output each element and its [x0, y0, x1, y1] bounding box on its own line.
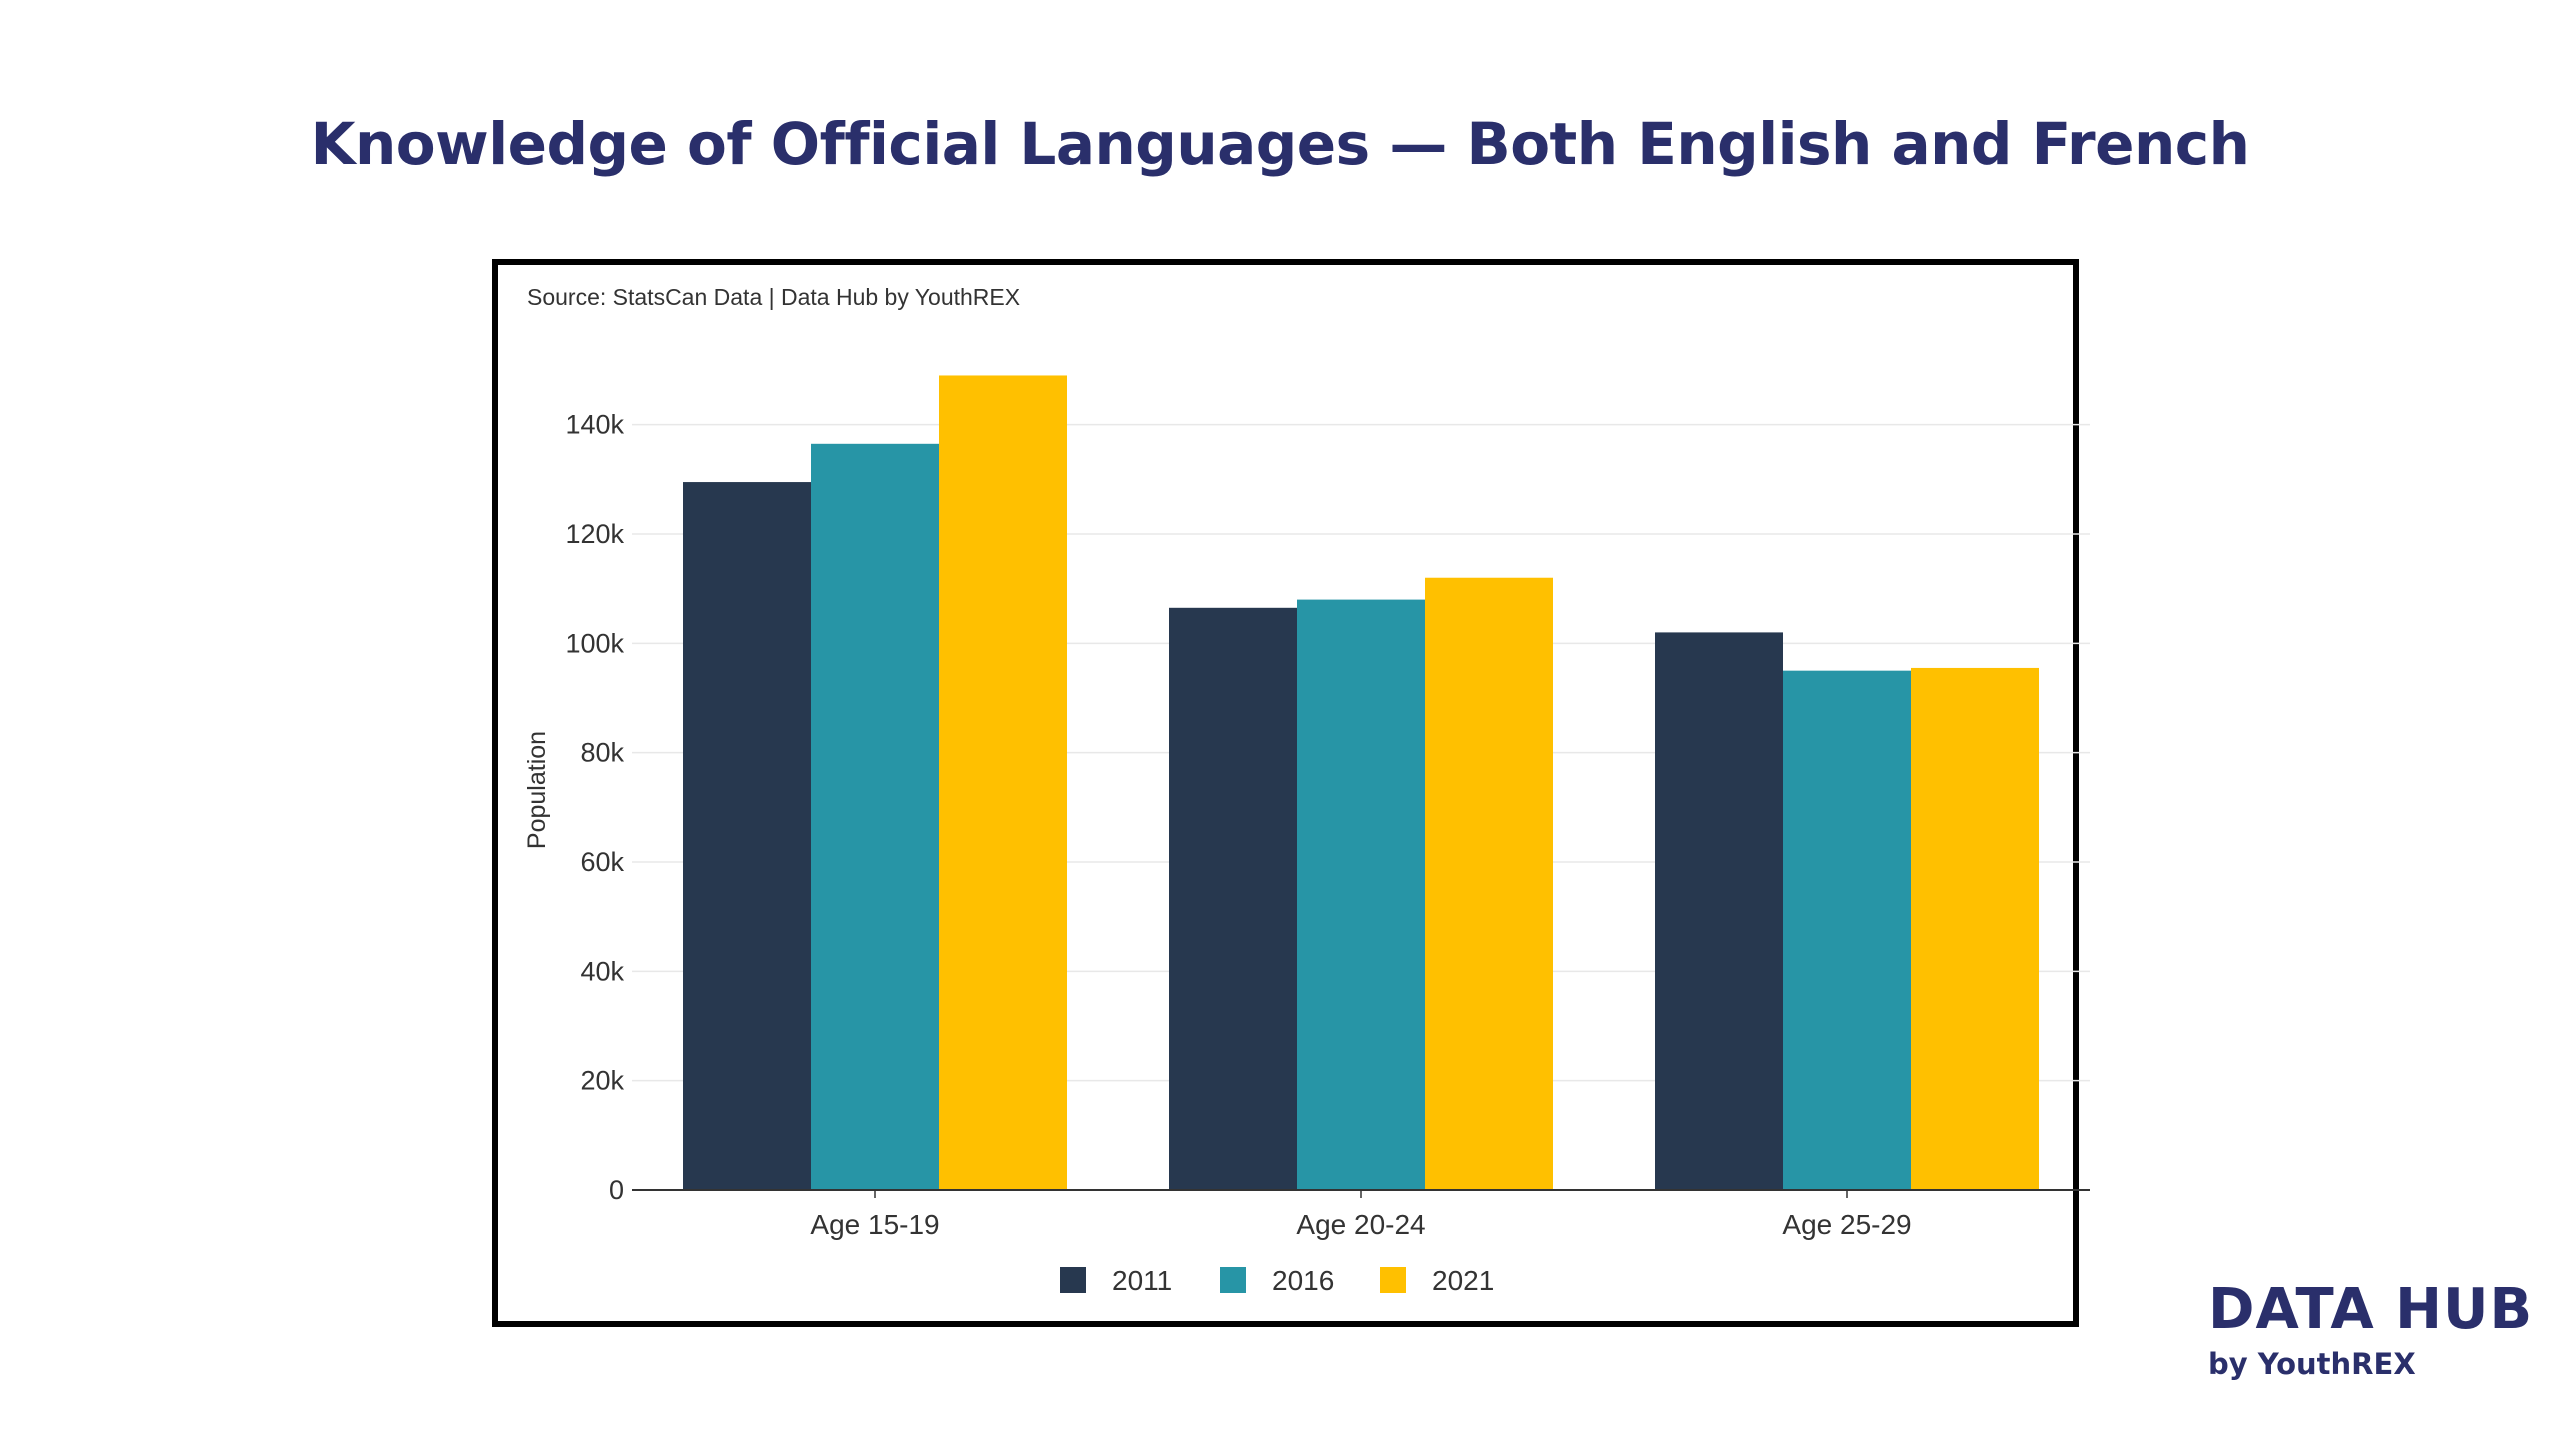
- legend-label-2011: 2011: [1112, 1265, 1172, 1296]
- y-axis-title: Population: [523, 731, 551, 849]
- x-tick-label: Age 15-19: [810, 1209, 939, 1240]
- y-tick-label: 140k: [565, 410, 624, 440]
- bar-2016-age-15-19: [811, 443, 939, 1190]
- bar-2011-age-20-24: [1169, 607, 1297, 1190]
- y-tick-label: 120k: [565, 519, 624, 549]
- bar-2011-age-15-19: [683, 482, 811, 1191]
- page-title: Knowledge of Official Languages — Both E…: [310, 110, 2250, 178]
- bar-2011-age-25-29: [1655, 632, 1783, 1190]
- bar-2021-age-25-29: [1911, 667, 2039, 1190]
- legend-swatch-2021: [1380, 1267, 1406, 1293]
- legend-label-2016: 2016: [1272, 1265, 1334, 1296]
- legend-label-2021: 2021: [1432, 1265, 1494, 1296]
- y-tick-label: 100k: [565, 628, 624, 658]
- brand-subtitle: by YouthREX: [2208, 1347, 2416, 1381]
- y-tick-label: 0: [609, 1175, 624, 1205]
- x-tick-label: Age 20-24: [1296, 1209, 1425, 1240]
- legend-swatch-2016: [1220, 1267, 1246, 1293]
- bar-2016-age-25-29: [1783, 670, 1911, 1190]
- bar-2016-age-20-24: [1297, 599, 1425, 1190]
- brand-name: DATA HUB: [2208, 1277, 2534, 1342]
- axes: 0 20k 40k 60k 80k 100k 120k 140k Age 15-19 Age 20…: [523, 410, 2090, 1240]
- legend: 2011 2016 2021: [1060, 1265, 1494, 1296]
- x-tick-label: Age 25-29: [1782, 1209, 1911, 1240]
- bars: [683, 375, 2039, 1191]
- bar-2021-age-15-19: [939, 375, 1067, 1190]
- y-tick-label: 40k: [580, 956, 624, 986]
- y-tick-label: 80k: [580, 738, 624, 768]
- source-note: Source: StatsCan Data | Data Hub by Yout…: [527, 284, 1021, 310]
- y-tick-label: 60k: [580, 847, 624, 877]
- y-tick-label: 20k: [580, 1066, 624, 1096]
- bar-2021-age-20-24: [1425, 577, 1553, 1190]
- brand-logo: DATA HUB by YouthREX: [2208, 1277, 2534, 1384]
- legend-swatch-2011: [1060, 1267, 1086, 1293]
